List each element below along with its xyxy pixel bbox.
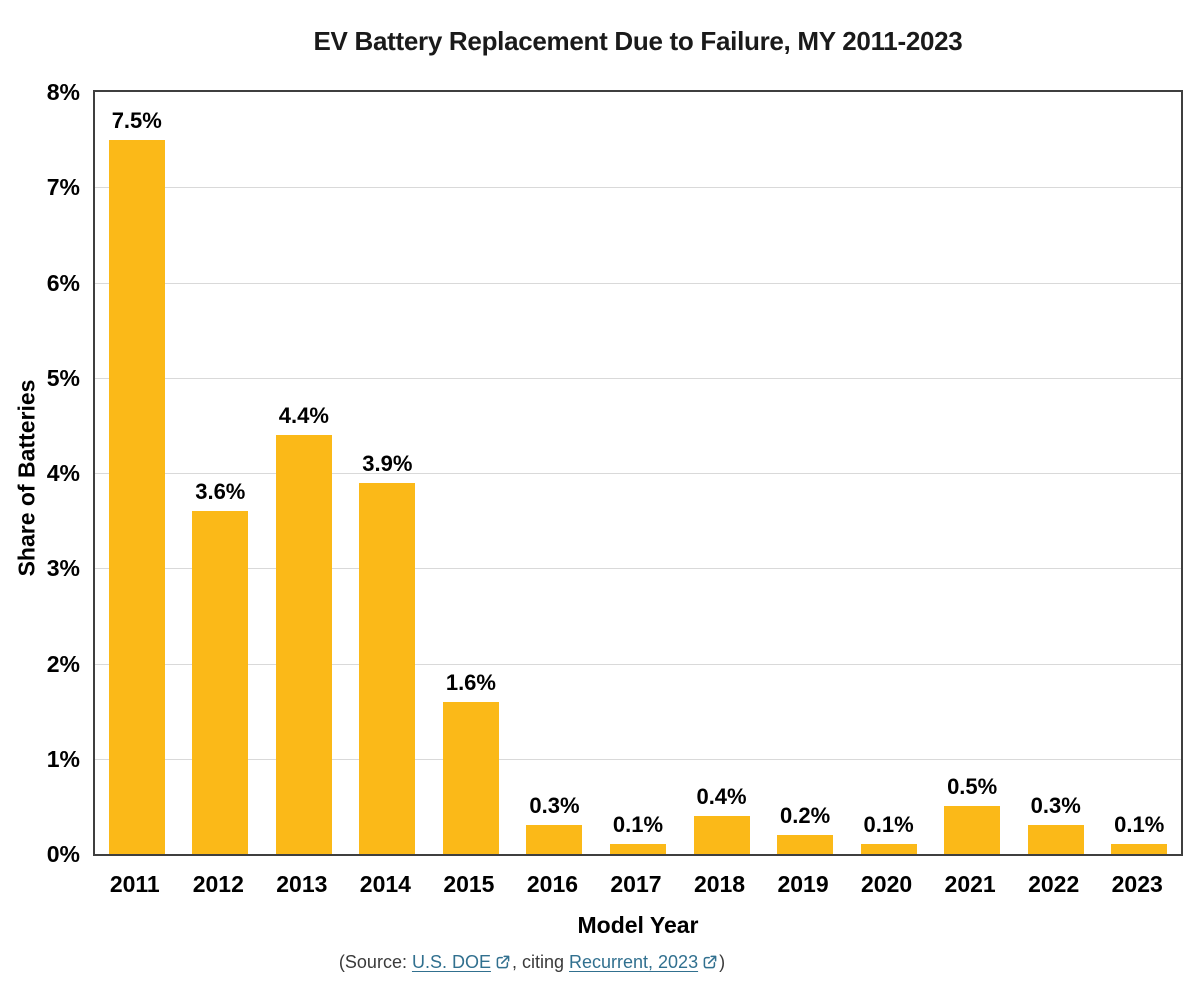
- x-tick-label-2020: 2020: [861, 871, 913, 897]
- bar-2023: [1111, 844, 1168, 854]
- gridline: [95, 187, 1181, 189]
- x-axis-ticks: 2011 2012 2013 2014 2015 2016 2017 2018 2019 2020…: [93, 871, 1183, 901]
- y-tick-label-0%: 0%: [46, 841, 80, 867]
- y-tick-label-8%: 8%: [46, 79, 80, 105]
- x-tick-label-2011: 2011: [109, 871, 160, 897]
- bar-value-label-2021: 0.5%: [947, 774, 998, 800]
- bar-2016: [526, 825, 583, 854]
- y-tick-label-4%: 4%: [46, 460, 80, 486]
- bar-2021: [944, 806, 1001, 854]
- bar-2015: [442, 701, 499, 854]
- x-axis-title: Model Year: [577, 912, 699, 938]
- x-tick-label-2013: 2013: [276, 871, 328, 897]
- bar-value-label-2022: 0.3%: [1030, 793, 1081, 819]
- plot-area: 7.5% 3.6% 4.4% 3.9% 1.6% 0.3% 0.1% 0.4% 0.2% 0.1%…: [93, 90, 1183, 856]
- x-tick-label-2014: 2014: [359, 871, 411, 897]
- source-link-recurrent[interactable]: Recurrent, 2023: [569, 952, 699, 972]
- bar-2019: [777, 834, 834, 854]
- source-suffix: ): [719, 952, 726, 972]
- y-axis-ticks: 0% 1% 2% 3% 4% 5% 6% 7% 8%: [0, 79, 80, 867]
- bar-value-label-2023: 0.1%: [1114, 812, 1165, 838]
- source-link-us-doe[interactable]: U.S. DOE: [411, 952, 491, 972]
- x-tick-label-2021: 2021: [944, 871, 996, 897]
- bar-value-label-2016: 0.3%: [529, 793, 580, 819]
- bar-2020: [860, 844, 917, 854]
- x-tick-label-2023: 2023: [1111, 871, 1163, 897]
- source-middle: , citing: [511, 952, 569, 972]
- y-tick-label-2%: 2%: [46, 650, 80, 677]
- bar-2013: [275, 434, 332, 854]
- bar-value-label-2018: 0.4%: [696, 783, 747, 809]
- bar-2014: [359, 482, 416, 854]
- source-prefix: (Source:: [338, 952, 412, 972]
- bar-value-label-2019: 0.2%: [779, 802, 831, 828]
- gridline: [95, 568, 1181, 570]
- x-tick-label-2018: 2018: [693, 871, 746, 897]
- bar-2012: [192, 511, 249, 854]
- gridline: [95, 282, 1181, 284]
- bar-2022: [1027, 825, 1084, 854]
- bar-value-label-2017: 0.1%: [612, 812, 664, 838]
- gridline: [95, 758, 1181, 760]
- x-tick-label-2016: 2016: [526, 871, 579, 897]
- gridline: [95, 663, 1181, 665]
- bar-2017: [610, 844, 666, 854]
- gridline: [95, 473, 1181, 474]
- bar-value-label-2011: 7.5%: [111, 107, 162, 133]
- x-tick-label-2022: 2022: [1028, 871, 1080, 897]
- source-line: (Source: U.S. DOE , citing Recurrent, 202…: [0, 952, 1064, 973]
- y-tick-label-6%: 6%: [46, 269, 80, 296]
- bar-value-label-2020: 0.1%: [863, 812, 914, 838]
- gridline: [95, 377, 1181, 379]
- external-link-icon[interactable]: [495, 954, 511, 970]
- chart-title: EV Battery Replacement Due to Failure, M…: [313, 26, 963, 56]
- bar-value-label-2012: 3.6%: [195, 479, 246, 505]
- bar-2011: [108, 139, 165, 854]
- x-tick-label-2012: 2012: [192, 871, 244, 897]
- y-tick-label-7%: 7%: [46, 174, 80, 201]
- y-tick-label-1%: 1%: [46, 745, 80, 772]
- x-tick-label-2017: 2017: [610, 871, 662, 897]
- bar-value-label-2013: 4.4%: [278, 402, 329, 428]
- bar-2018: [693, 815, 750, 854]
- y-tick-label-5%: 5%: [46, 364, 80, 391]
- external-link-icon[interactable]: [702, 954, 718, 970]
- bar-value-label-2014: 3.9%: [362, 450, 413, 476]
- y-tick-label-3%: 3%: [46, 555, 80, 582]
- x-tick-label-2015: 2015: [443, 871, 495, 897]
- bar-value-label-2015: 1.6%: [445, 669, 496, 695]
- x-tick-label-2019: 2019: [777, 871, 829, 897]
